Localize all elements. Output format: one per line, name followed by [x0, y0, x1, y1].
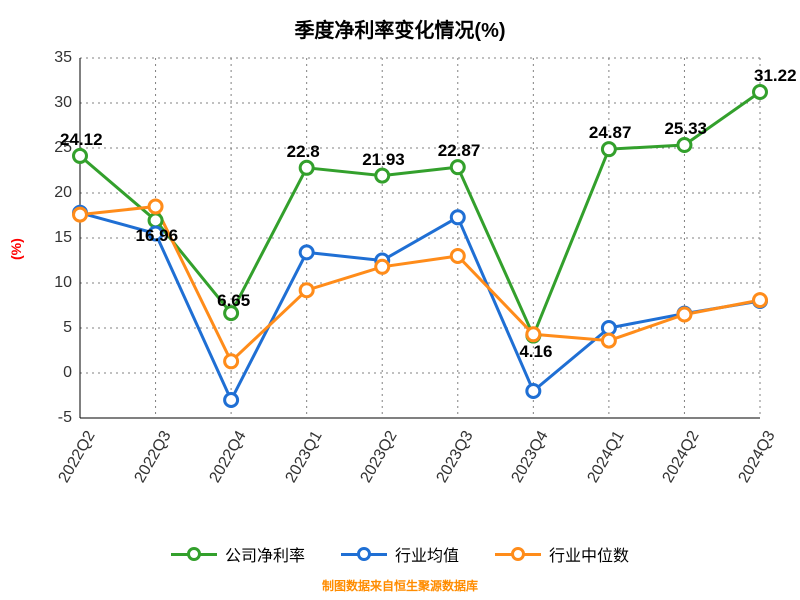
data-label: 25.33 — [664, 119, 707, 139]
data-label: 16.96 — [136, 226, 179, 246]
data-label: 24.12 — [60, 130, 103, 150]
data-label: 21.93 — [362, 150, 405, 170]
y-tick-label: 0 — [36, 364, 72, 382]
legend-label: 行业中位数 — [549, 542, 629, 566]
y-tick-label: 5 — [36, 319, 72, 337]
legend-item: 行业均值 — [341, 542, 459, 566]
legend: 公司净利率 行业均值 行业中位数 — [0, 542, 800, 566]
chart-footer: 制图数据来自恒生聚源数据库 — [0, 577, 800, 594]
y-tick-label: 15 — [36, 229, 72, 247]
y-tick-label: -5 — [36, 409, 72, 427]
data-label: 31.22 — [754, 66, 797, 86]
y-tick-label: 20 — [36, 184, 72, 202]
legend-item: 行业中位数 — [495, 542, 629, 566]
data-label: 24.87 — [589, 123, 632, 143]
legend-swatch — [495, 545, 541, 563]
legend-item: 公司净利率 — [171, 542, 305, 566]
data-label: 22.87 — [438, 141, 481, 161]
legend-swatch — [171, 545, 217, 563]
legend-label: 公司净利率 — [225, 542, 305, 566]
data-label: 6.65 — [217, 291, 250, 311]
y-tick-label: 10 — [36, 274, 72, 292]
chart-container: 季度净利率变化情况(%) (%) 公司净利率行业均值行业中位数 制图数据来自恒生… — [0, 0, 800, 600]
legend-swatch — [341, 545, 387, 563]
y-tick-label: 35 — [36, 49, 72, 67]
data-label: 22.8 — [287, 142, 320, 162]
data-label: 4.16 — [519, 342, 552, 362]
legend-label: 行业均值 — [395, 542, 459, 566]
y-tick-label: 30 — [36, 94, 72, 112]
